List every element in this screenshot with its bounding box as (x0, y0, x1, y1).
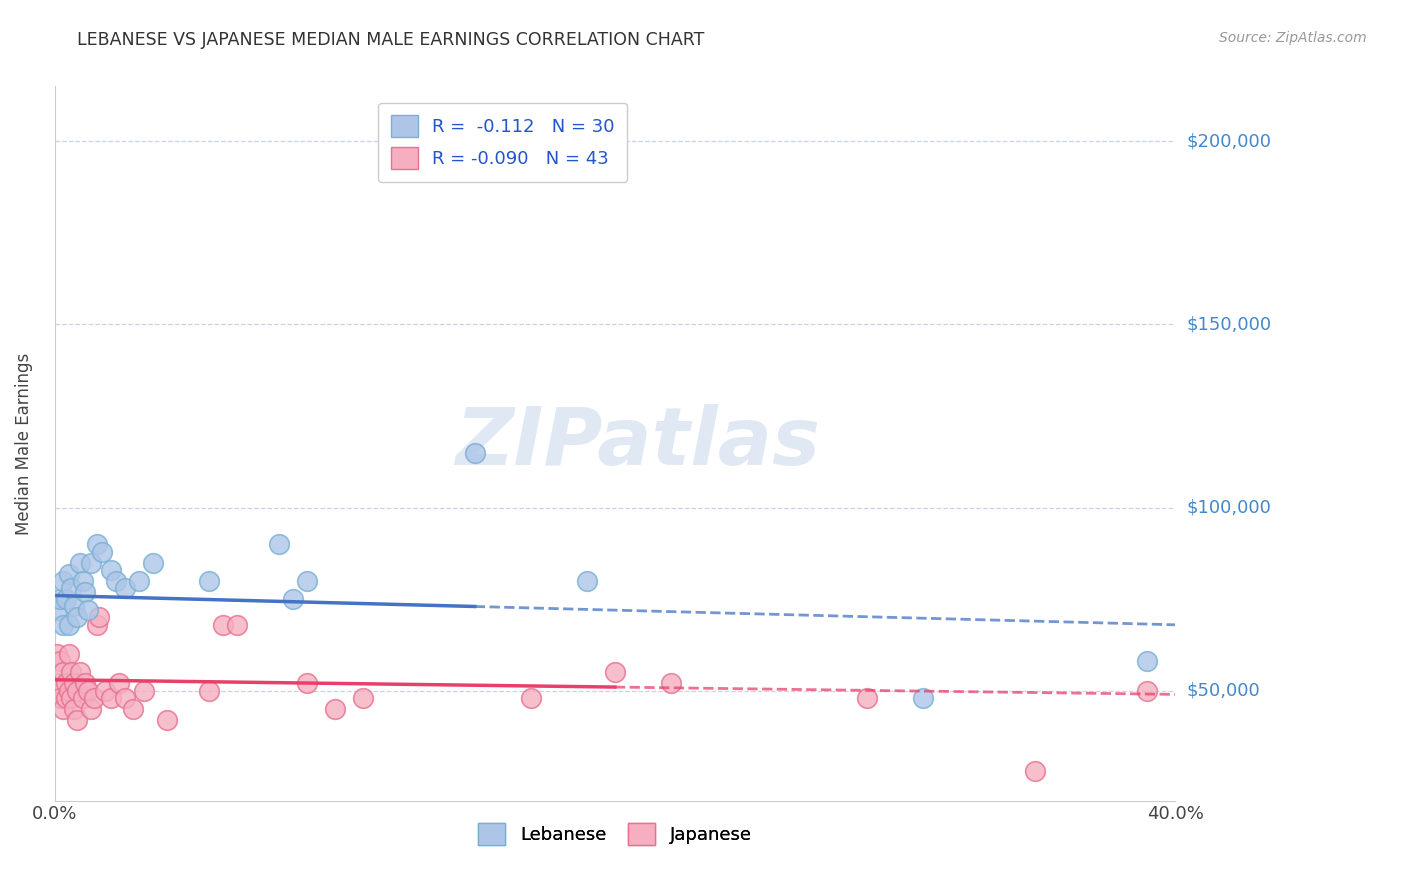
Point (60, 691, 83, 706)
Point (352, 691, 374, 706)
Point (58, 683, 80, 698)
Point (1024, 764, 1046, 779)
Point (267, 537, 290, 551)
Legend: Lebanese, Japanese: Lebanese, Japanese (471, 816, 759, 852)
Point (63, 599, 86, 614)
Point (105, 574, 128, 588)
Point (100, 563, 122, 577)
Point (55, 676, 77, 690)
Point (575, 574, 598, 588)
Point (52, 617, 75, 632)
Point (122, 702, 145, 716)
Point (912, 691, 935, 706)
Point (83, 691, 105, 706)
Point (69, 556, 91, 570)
Point (659, 676, 682, 690)
Point (58, 566, 80, 581)
Point (80, 556, 103, 570)
Point (49, 655, 72, 669)
Point (49, 691, 72, 706)
Point (52, 665, 75, 680)
Point (155, 713, 177, 727)
Point (197, 683, 219, 698)
Point (55, 691, 77, 706)
Point (114, 581, 136, 595)
Point (281, 592, 304, 607)
Point (55, 592, 77, 607)
Point (66, 713, 89, 727)
Text: LEBANESE VS JAPANESE MEDIAN MALE EARNINGS CORRELATION CHART: LEBANESE VS JAPANESE MEDIAN MALE EARNING… (77, 31, 704, 49)
Point (1136, 683, 1159, 698)
Text: Source: ZipAtlas.com: Source: ZipAtlas.com (1219, 31, 1367, 45)
Point (603, 665, 626, 680)
Point (69, 665, 91, 680)
Point (114, 691, 136, 706)
Point (86, 537, 108, 551)
Text: $200,000: $200,000 (1187, 132, 1271, 151)
Point (66, 610, 89, 624)
Point (66, 683, 89, 698)
Point (72, 691, 94, 706)
Point (86, 617, 108, 632)
Point (128, 574, 150, 588)
Point (46, 603, 69, 617)
Point (134, 683, 156, 698)
Point (323, 702, 346, 716)
Text: $100,000: $100,000 (1187, 499, 1271, 516)
Point (94, 683, 117, 698)
Point (75, 676, 97, 690)
Point (77, 683, 100, 698)
Point (295, 676, 318, 690)
Point (63, 702, 86, 716)
Point (52, 574, 75, 588)
Point (77, 603, 100, 617)
Text: $150,000: $150,000 (1187, 316, 1271, 334)
Point (295, 574, 318, 588)
Point (46, 676, 69, 690)
Point (142, 556, 165, 570)
Point (46, 647, 69, 661)
Point (60, 665, 83, 680)
Text: $50,000: $50,000 (1187, 681, 1260, 699)
Point (58, 647, 80, 661)
Point (72, 574, 94, 588)
Point (75, 584, 97, 599)
Point (856, 691, 879, 706)
Point (1136, 655, 1159, 669)
Point (52, 702, 75, 716)
Point (58, 617, 80, 632)
Point (211, 617, 233, 632)
Point (63, 676, 86, 690)
Point (80, 702, 103, 716)
Point (108, 676, 131, 690)
Y-axis label: Median Male Earnings: Median Male Earnings (15, 352, 32, 534)
Point (100, 691, 122, 706)
Point (91, 544, 114, 558)
Point (464, 445, 486, 459)
Point (60, 581, 83, 595)
Point (197, 574, 219, 588)
Point (225, 617, 247, 632)
Point (89, 610, 111, 624)
Text: ZIPatlas: ZIPatlas (454, 404, 820, 483)
Point (49, 592, 72, 607)
Point (520, 691, 543, 706)
